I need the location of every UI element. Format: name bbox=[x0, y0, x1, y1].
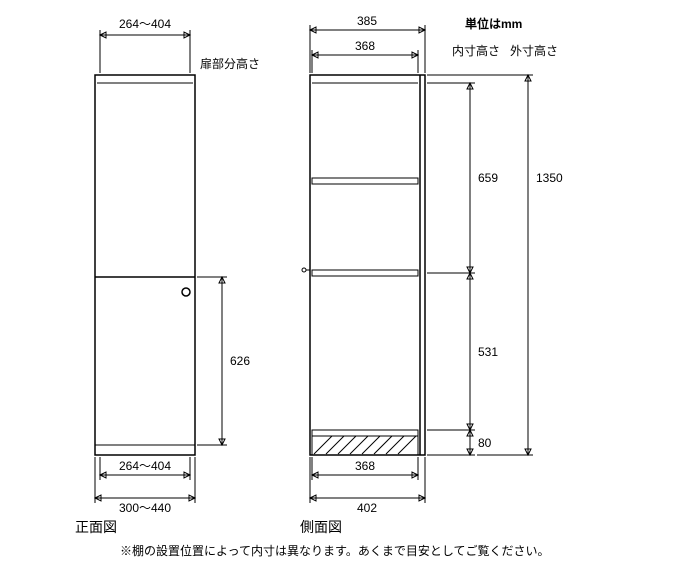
dim-front-bottom-inner-w: 264～404 bbox=[100, 457, 190, 480]
dim-front-top-inner-w: 264～404 bbox=[100, 17, 190, 73]
units-label: 単位はmm bbox=[465, 16, 522, 31]
side-top-outer-w: 385 bbox=[357, 14, 377, 28]
outer-height-label: 外寸高さ bbox=[510, 43, 558, 58]
front-bottom-inner-w: 264～404 bbox=[119, 459, 171, 473]
front-outer bbox=[95, 75, 195, 455]
side-top-inner-w: 368 bbox=[355, 39, 375, 53]
door-height-label: 扉部分高さ bbox=[200, 56, 260, 71]
side-shelf-2 bbox=[312, 270, 418, 276]
side-bottom-board bbox=[312, 430, 418, 436]
dim-side-inner-h: 659 531 80 bbox=[427, 83, 498, 455]
front-view: 264～404 扉部分高さ 626 264～404 bbox=[75, 17, 260, 535]
side-outer bbox=[310, 75, 425, 455]
side-foot bbox=[312, 436, 418, 455]
side-h-upper: 659 bbox=[478, 171, 498, 185]
side-h-foot: 80 bbox=[478, 436, 492, 450]
side-view: 385 368 単位はmm 内寸高さ 外寸高さ bbox=[300, 14, 563, 535]
side-hinge-icon bbox=[302, 268, 306, 272]
side-title: 側面図 bbox=[300, 519, 342, 535]
inner-height-label: 内寸高さ bbox=[452, 43, 500, 58]
side-bottom-outer-w: 402 bbox=[357, 501, 377, 515]
dim-front-door-h: 626 bbox=[197, 277, 250, 445]
door-knob-icon bbox=[182, 288, 190, 296]
footnote: ※棚の設置位置によって内寸は異なります。あくまで目安としてご覧ください。 bbox=[120, 543, 549, 558]
front-title: 正面図 bbox=[75, 519, 117, 535]
dim-side-top-inner-w: 368 bbox=[312, 39, 418, 73]
dim-side-outer-h: 1350 bbox=[427, 75, 563, 455]
side-h-lower: 531 bbox=[478, 345, 498, 359]
front-outer-w: 300～440 bbox=[119, 501, 171, 515]
front-door-h: 626 bbox=[230, 354, 250, 368]
side-shelf-1 bbox=[312, 178, 418, 184]
side-outer-h: 1350 bbox=[536, 171, 563, 185]
front-top-inner-w: 264～404 bbox=[119, 17, 171, 31]
dim-side-bottom-inner-w: 368 bbox=[312, 457, 418, 480]
side-bottom-inner-w: 368 bbox=[355, 459, 375, 473]
